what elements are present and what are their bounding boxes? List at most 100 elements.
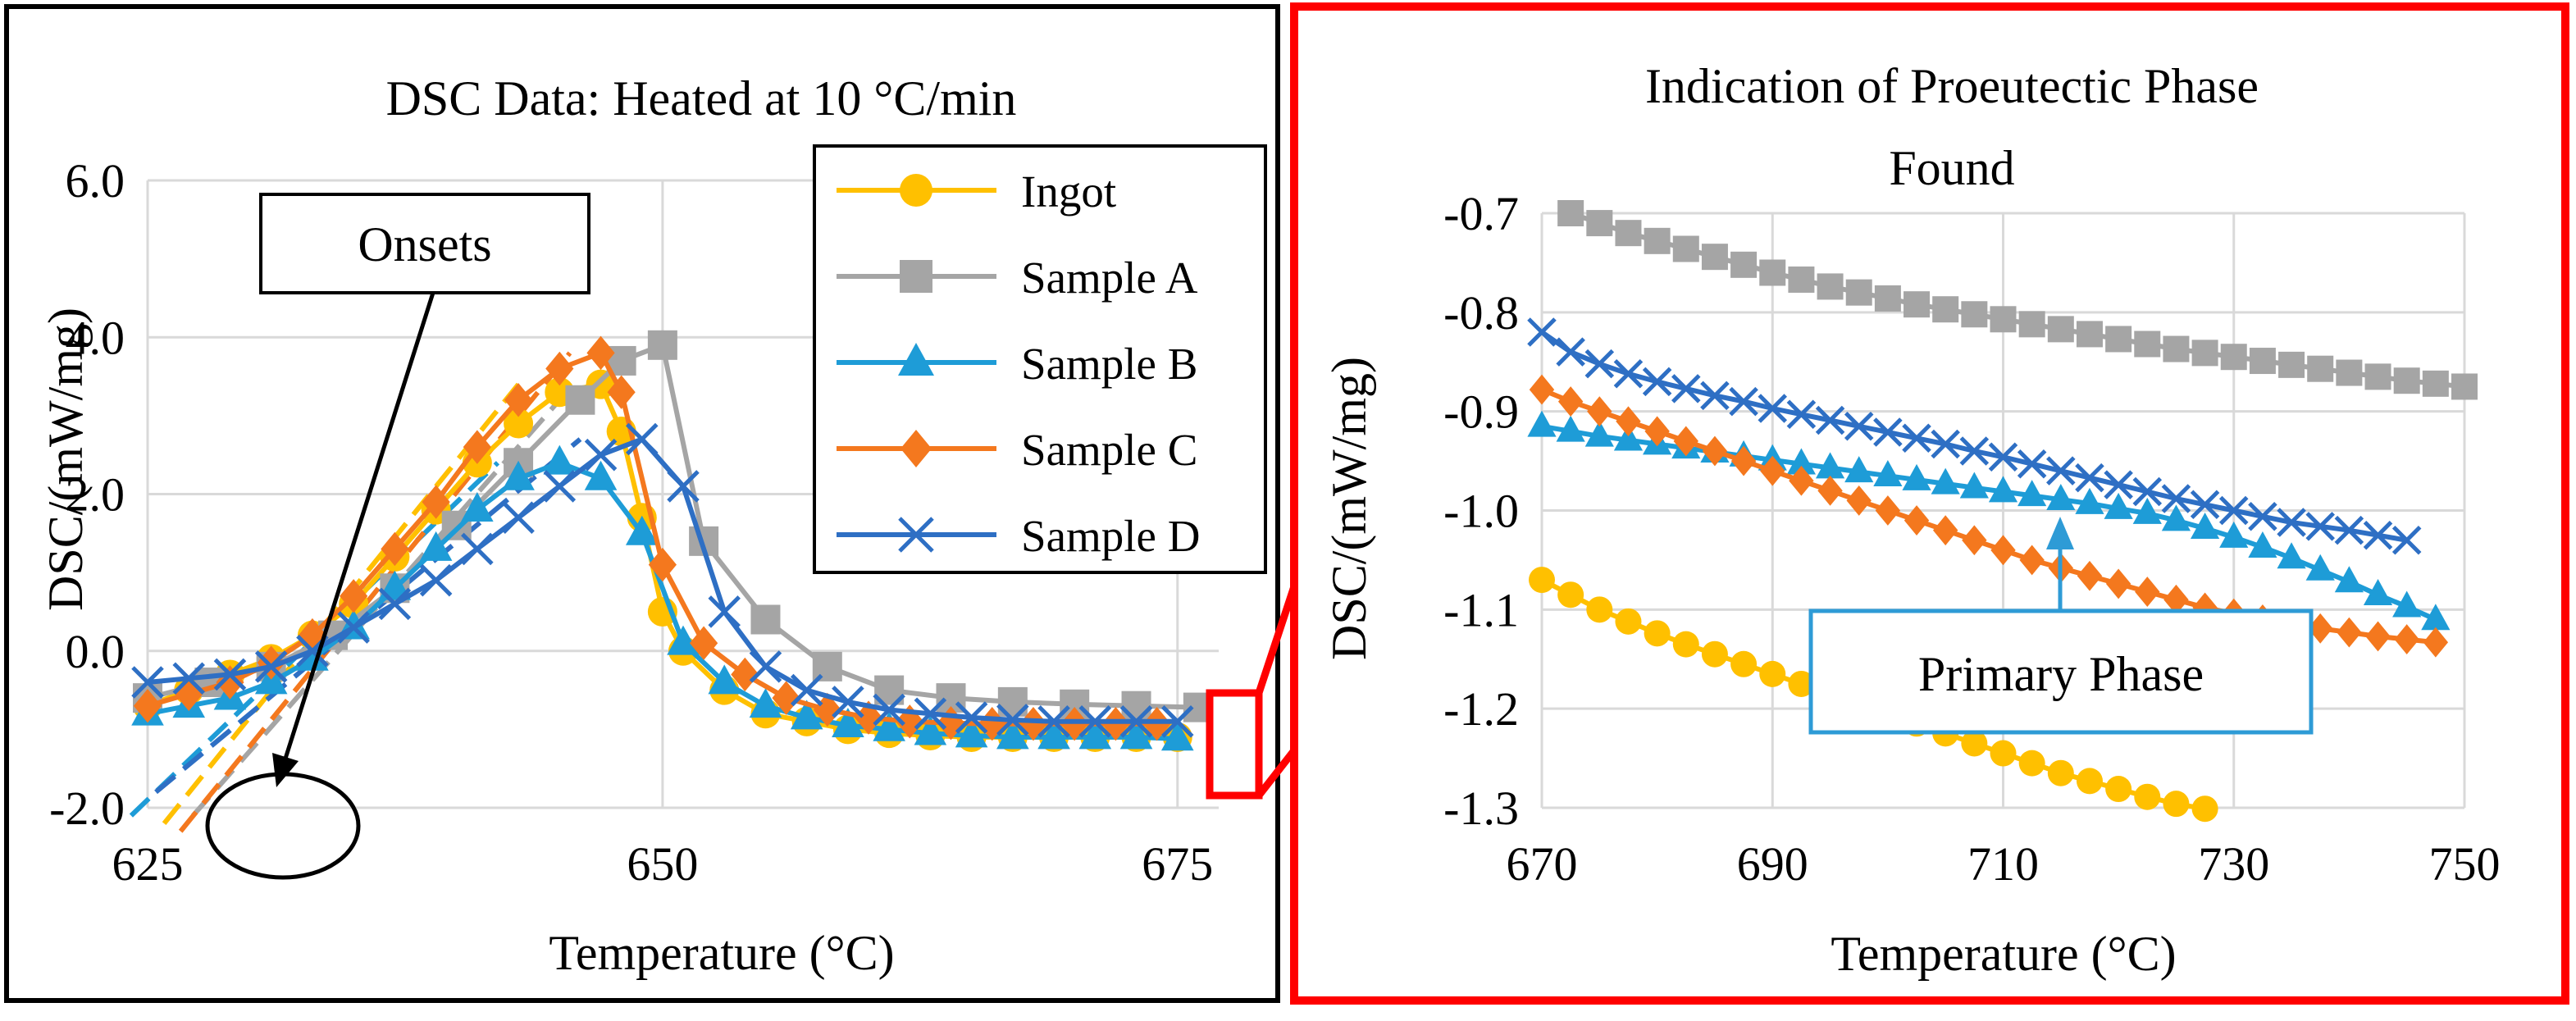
- left-y-axis-label: DSC/(mW/mg): [39, 308, 93, 611]
- left-panel-frame: [4, 4, 1280, 1003]
- data-point: [2104, 470, 2133, 499]
- data-point: [2163, 791, 2190, 818]
- data-point: [1730, 650, 1758, 677]
- data-point: [2191, 795, 2218, 823]
- data-point: [378, 570, 412, 600]
- data-point: [1788, 266, 1815, 293]
- data-point: [1873, 460, 1903, 487]
- data-point: [1119, 705, 1153, 738]
- data-point: [1988, 476, 2018, 503]
- primary-phase-callout: Primary Phase: [1808, 517, 2314, 735]
- data-point: [381, 531, 409, 567]
- data-point: [1931, 467, 1960, 495]
- data-point: [504, 408, 534, 439]
- data-point: [937, 706, 965, 741]
- data-point: [461, 532, 494, 566]
- data-point: [1701, 244, 1728, 271]
- series-line: [1540, 387, 2437, 645]
- x-tick-label: 710: [1967, 837, 2039, 891]
- data-point: [2334, 515, 2364, 545]
- data-point: [1672, 631, 1699, 658]
- data-point: [1557, 581, 1584, 608]
- data-point: [1961, 730, 1988, 757]
- left-x-axis-label: Temperature (°C): [549, 926, 894, 980]
- data-point: [1587, 396, 1612, 427]
- primary-phase-label: Primary Phase: [1918, 647, 2204, 701]
- data-point: [133, 688, 162, 723]
- data-point: [1527, 317, 1557, 347]
- data-point: [2393, 367, 2420, 394]
- legend-marker: [900, 430, 932, 467]
- data-point: [708, 595, 741, 628]
- data-point: [1644, 227, 1671, 254]
- legend-label: Ingot: [1021, 166, 1116, 217]
- legend-item-sample-d: Sample D: [837, 511, 1200, 561]
- data-point: [832, 707, 864, 737]
- data-point: [1817, 273, 1844, 300]
- left-chart-title: DSC Data: Heated at 10 °C/min: [386, 71, 1017, 125]
- data-point: [1961, 301, 1988, 328]
- data-point: [2277, 542, 2306, 569]
- data-point: [1962, 525, 1987, 556]
- data-point: [502, 460, 535, 490]
- data-point: [1959, 436, 1990, 466]
- data-point: [1758, 394, 1788, 423]
- data-point: [1160, 721, 1194, 751]
- series-sample-b: [131, 444, 1194, 751]
- data-point: [584, 460, 618, 490]
- data-point: [543, 444, 577, 475]
- data-point: [790, 700, 823, 730]
- series-sample-d: [1527, 317, 2422, 555]
- data-point: [2104, 492, 2133, 519]
- data-point: [731, 657, 759, 692]
- left-chart: -2.0 0.0 2.0 4.0 6.0 625 650 675 DSC Data: Heat…: [39, 71, 1298, 980]
- data-point: [667, 625, 700, 655]
- data-point: [2336, 359, 2363, 386]
- data-point: [2423, 627, 2449, 658]
- data-point: [2277, 508, 2306, 537]
- right-x-axis-label: Temperature (°C): [1831, 927, 2176, 981]
- data-point: [2076, 768, 2103, 795]
- data-point: [2105, 776, 2132, 803]
- onsets-box: [259, 193, 590, 294]
- data-point: [2220, 344, 2247, 371]
- data-point: [337, 611, 370, 644]
- data-point: [996, 719, 1029, 750]
- legend-label: Sample D: [1021, 511, 1200, 561]
- zoom-connector-top: [1255, 585, 1298, 695]
- data-point: [1874, 285, 1901, 312]
- data-point: [2161, 504, 2191, 531]
- data-point: [1527, 410, 1557, 437]
- data-point: [1786, 448, 1817, 475]
- data-point: [1119, 719, 1153, 750]
- data-point: [2046, 484, 2076, 511]
- y-tick-label: -1.0: [1443, 485, 1519, 538]
- primary-phase-arrow-head: [2046, 517, 2074, 549]
- data-point: [1671, 374, 1701, 403]
- data-point: [1990, 535, 2016, 566]
- onsets-arrow-head: [272, 753, 299, 787]
- data-point: [2248, 501, 2277, 531]
- y-tick-label: -0.9: [1443, 385, 1519, 439]
- data-point: [131, 666, 164, 699]
- data-point: [2075, 487, 2104, 514]
- data-point: [2017, 449, 2047, 479]
- data-point: [2421, 604, 2451, 631]
- data-point: [2191, 340, 2218, 367]
- data-point: [708, 664, 741, 695]
- data-point: [1701, 640, 1728, 668]
- data-point: [749, 688, 782, 718]
- y-tick-label: -1.2: [1443, 682, 1519, 736]
- data-point: [2392, 590, 2422, 618]
- data-point: [2305, 554, 2335, 581]
- legend-items: Ingot Sample A Sample B Sample C Sample D: [837, 166, 1200, 561]
- data-point: [2307, 355, 2334, 382]
- data-point: [586, 335, 615, 371]
- data-point: [790, 673, 823, 707]
- data-point: [2105, 568, 2131, 599]
- data-point: [1759, 259, 1786, 286]
- data-point: [1078, 719, 1112, 750]
- legend-box: [813, 144, 1267, 574]
- data-point: [1990, 306, 2017, 333]
